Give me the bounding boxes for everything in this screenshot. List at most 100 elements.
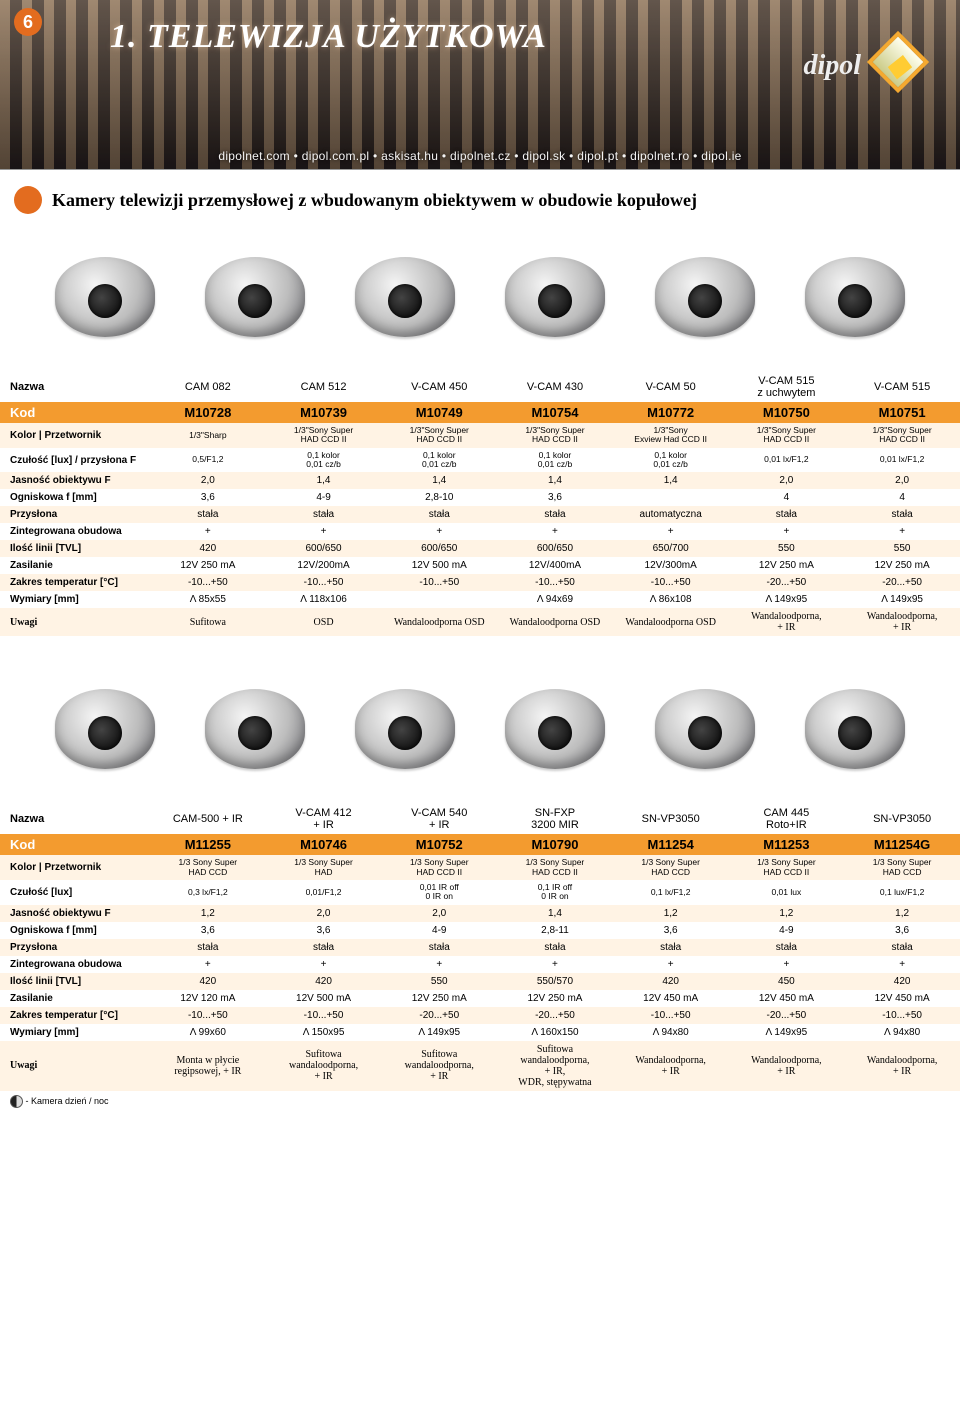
cell: M11253 — [729, 834, 845, 855]
cell: -10...+50 — [150, 574, 266, 591]
cell: 4 — [729, 489, 845, 506]
camera-image — [655, 257, 755, 337]
cell: 0,01 lx/F1,2 — [844, 448, 960, 473]
cell: 0,1 lx/F1,2 — [613, 880, 729, 905]
table-row: Kolor | Przetwornik1/3 Sony SuperHAD CCD… — [0, 855, 960, 880]
cell — [381, 591, 497, 608]
cell — [613, 489, 729, 506]
cell: + — [150, 523, 266, 540]
row-label: Czułość [lux] / przysłona F — [0, 448, 150, 473]
table-row: Ogniskowa f [mm]3,64-92,8-103,644 — [0, 489, 960, 506]
table-row: Przysłonastałastałastałastałaautomatyczn… — [0, 506, 960, 523]
table-row: Zintegrowana obudowa+++++++ — [0, 956, 960, 973]
cell: -20...+50 — [497, 1007, 613, 1024]
row-label: Czułość [lux] — [0, 880, 150, 905]
cell: -10...+50 — [266, 1007, 382, 1024]
cell: 12V/400mA — [497, 557, 613, 574]
table-row: Ogniskowa f [mm]3,63,64-92,8-113,64-93,6 — [0, 922, 960, 939]
cell: 1,2 — [150, 905, 266, 922]
cell: 0,1 kolor0,01 cz/b — [497, 448, 613, 473]
cell: 1,4 — [497, 905, 613, 922]
cell: 1/3 Sony SuperHAD — [266, 855, 382, 880]
cell: -10...+50 — [497, 574, 613, 591]
cell: + — [613, 523, 729, 540]
cell: stała — [381, 506, 497, 523]
camera-image — [505, 689, 605, 769]
cell: 650/700 — [613, 540, 729, 557]
cell: Wandaloodporna,+ IR — [844, 608, 960, 636]
cell: Λ 85x55 — [150, 591, 266, 608]
cell: CAM 445Roto+IR — [729, 804, 845, 834]
cell: Λ 149x95 — [729, 591, 845, 608]
table-row: Ilość linii [TVL]420600/650600/650600/65… — [0, 540, 960, 557]
cell: 3,6 — [613, 922, 729, 939]
cell: 0,1 kolor0,01 cz/b — [613, 448, 729, 473]
cell: 4-9 — [729, 922, 845, 939]
cell: 1/3"Sony SuperHAD CCD II — [497, 423, 613, 448]
cell: -20...+50 — [729, 1007, 845, 1024]
cell: stała — [497, 506, 613, 523]
row-label: Zintegrowana obudowa — [0, 956, 150, 973]
cell: 0,5/F1,2 — [150, 448, 266, 473]
logo: dipol ◆ — [803, 30, 920, 82]
cell: 1,4 — [381, 472, 497, 489]
cell: 12V 450 mA — [613, 990, 729, 1007]
cell: M10750 — [729, 402, 845, 423]
camera-image — [655, 689, 755, 769]
cell: + — [497, 523, 613, 540]
cell: M10772 — [613, 402, 729, 423]
cell: 1/3 Sony SuperHAD CCD — [844, 855, 960, 880]
table-row: Zasilanie12V 120 mA12V 500 mA12V 250 mA1… — [0, 990, 960, 1007]
cell: Λ 149x95 — [844, 591, 960, 608]
row-label: Zakres temperatur [°C] — [0, 1007, 150, 1024]
cell: 12V 250 mA — [497, 990, 613, 1007]
cell: + — [497, 956, 613, 973]
cell: M10749 — [381, 402, 497, 423]
row-label: Zasilanie — [0, 557, 150, 574]
cell: 0,01 lux — [729, 880, 845, 905]
cell: stała — [381, 939, 497, 956]
cell: 3,6 — [150, 489, 266, 506]
row-label: Kod — [0, 834, 150, 855]
section-title: Kamery telewizji przemysłowej z wbudowan… — [52, 190, 697, 211]
cell: automatyczna — [613, 506, 729, 523]
cell: stała — [844, 506, 960, 523]
cell: 1,2 — [729, 905, 845, 922]
table-row: Zintegrowana obudowa+++++++ — [0, 523, 960, 540]
cell: M10739 — [266, 402, 382, 423]
day-night-icon — [10, 1095, 23, 1108]
cell: 0,1 IR off0 IR on — [497, 880, 613, 905]
cell: CAM 512 — [266, 372, 382, 402]
camera-image-row-1 — [0, 222, 960, 372]
camera-image — [355, 689, 455, 769]
row-label: Ogniskowa f [mm] — [0, 489, 150, 506]
cell: 1,4 — [266, 472, 382, 489]
cell: Wandaloodporna OSD — [381, 608, 497, 636]
cell: -10...+50 — [613, 1007, 729, 1024]
cell: 2,8-10 — [381, 489, 497, 506]
cell: Monta w płycieregipsowej, + IR — [150, 1041, 266, 1091]
table-row: NazwaCAM-500 + IRV-CAM 412+ IRV-CAM 540+… — [0, 804, 960, 834]
cell: OSD — [266, 608, 382, 636]
cell: 2,0 — [150, 472, 266, 489]
cell: 12V 450 mA — [844, 990, 960, 1007]
cell: Wandaloodporna,+ IR — [844, 1041, 960, 1091]
footnote-text: - Kamera dzień / noc — [26, 1096, 109, 1106]
cell: 450 — [729, 973, 845, 990]
cell: stała — [729, 506, 845, 523]
cell: Wandaloodporna,+ IR — [729, 608, 845, 636]
cell: M10752 — [381, 834, 497, 855]
cell: Wandaloodporna,+ IR — [729, 1041, 845, 1091]
cell: V-CAM 430 — [497, 372, 613, 402]
cell: 0,1 lux/F1,2 — [844, 880, 960, 905]
camera-image — [805, 257, 905, 337]
cell: V-CAM 50 — [613, 372, 729, 402]
cell: 420 — [844, 973, 960, 990]
cell: 4-9 — [266, 489, 382, 506]
cell: Λ 149x95 — [381, 1024, 497, 1041]
cell: 1/3 Sony SuperHAD CCD II — [729, 855, 845, 880]
cell: 1/3"Sony SuperHAD CCD II — [266, 423, 382, 448]
cell: 0,1 kolor0,01 cz/b — [266, 448, 382, 473]
row-label: Kolor | Przetwornik — [0, 423, 150, 448]
row-label: Ilość linii [TVL] — [0, 973, 150, 990]
